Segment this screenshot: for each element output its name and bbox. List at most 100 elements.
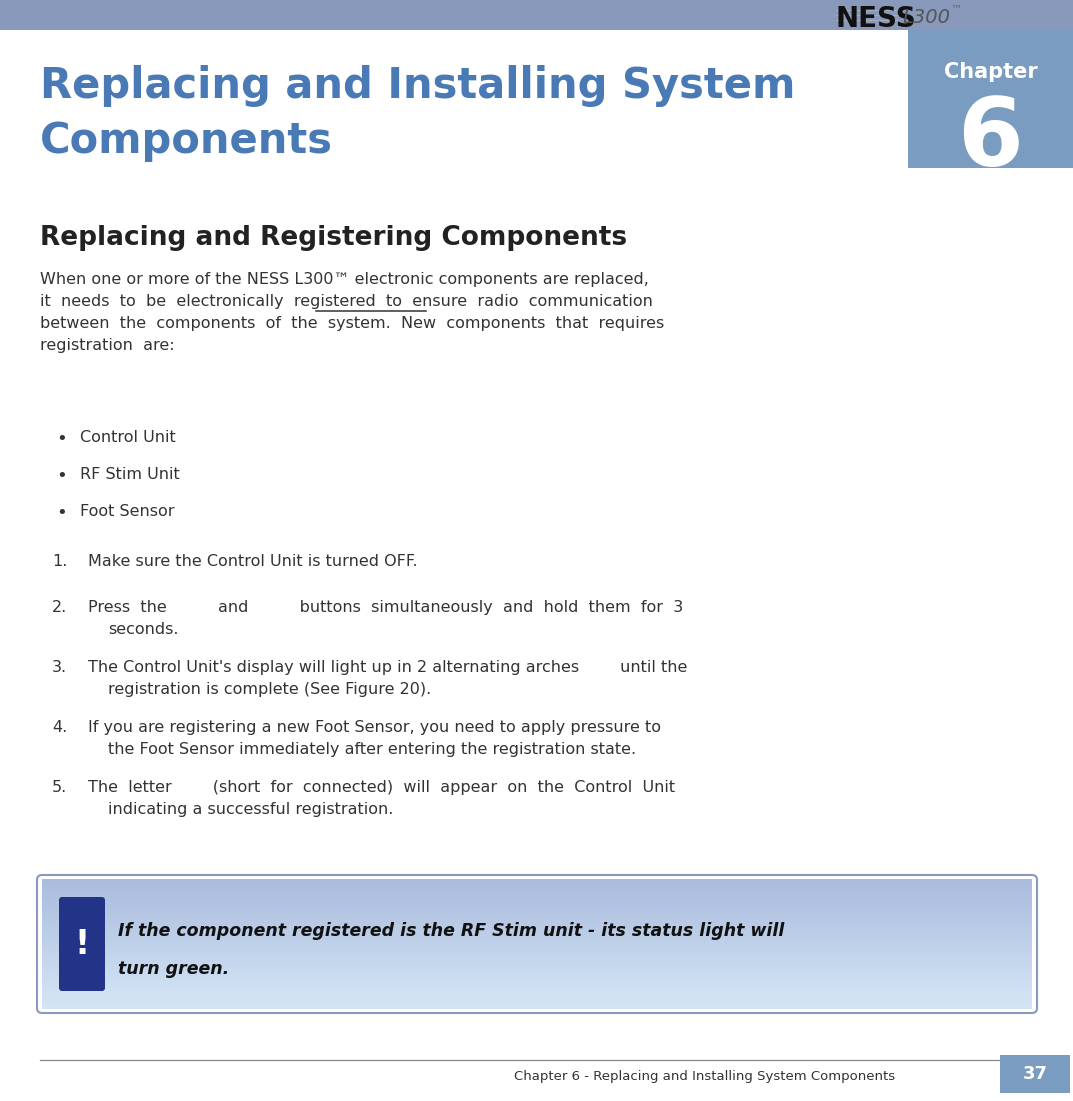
Bar: [42, 883, 1032, 887]
Bar: [42, 960, 1032, 964]
Bar: [908, 30, 1073, 168]
Bar: [42, 969, 1032, 972]
Text: it  needs  to  be  electronically  registered  to  ensure  radio  communication: it needs to be electronically registered…: [40, 294, 652, 309]
Text: 6: 6: [957, 94, 1024, 186]
Text: registration  are:: registration are:: [40, 338, 175, 353]
Bar: [42, 977, 1032, 981]
FancyBboxPatch shape: [59, 897, 105, 991]
Bar: [42, 887, 1032, 892]
Bar: [42, 967, 1032, 971]
Text: If you are registering a new Foot Sensor, you need to apply pressure to: If you are registering a new Foot Sensor…: [88, 720, 661, 735]
Bar: [42, 926, 1032, 930]
Bar: [42, 896, 1032, 901]
Bar: [42, 915, 1032, 919]
Bar: [42, 881, 1032, 885]
Bar: [42, 1005, 1032, 1009]
Bar: [42, 990, 1032, 994]
Bar: [42, 947, 1032, 951]
Text: indicating a successful registration.: indicating a successful registration.: [108, 802, 394, 817]
Text: Chapter 6 - Replacing and Installing System Components: Chapter 6 - Replacing and Installing Sys…: [514, 1070, 895, 1083]
Bar: [42, 988, 1032, 992]
Text: When one or more of the NESS L300™ electronic components are replaced,: When one or more of the NESS L300™ elect…: [40, 272, 649, 287]
Bar: [42, 935, 1032, 938]
Bar: [42, 975, 1032, 979]
Bar: [42, 907, 1032, 911]
Text: 1.: 1.: [52, 554, 68, 569]
Text: Chapter: Chapter: [943, 62, 1038, 81]
Bar: [42, 894, 1032, 898]
Bar: [42, 933, 1032, 937]
Bar: [42, 941, 1032, 945]
Text: Control Unit: Control Unit: [80, 430, 176, 445]
Bar: [42, 903, 1032, 906]
Bar: [42, 917, 1032, 922]
Bar: [42, 898, 1032, 903]
Text: Replacing and Registering Components: Replacing and Registering Components: [40, 225, 627, 251]
Bar: [42, 930, 1032, 935]
Text: Press  the          and          buttons  simultaneously  and  hold  them  for  : Press the and buttons simultaneously and…: [88, 600, 684, 615]
Bar: [42, 994, 1032, 999]
Bar: [42, 939, 1032, 942]
Bar: [1000, 1055, 1070, 1093]
Bar: [42, 992, 1032, 996]
Bar: [42, 937, 1032, 940]
Bar: [42, 890, 1032, 894]
Bar: [42, 979, 1032, 983]
Bar: [42, 908, 1032, 913]
Bar: [0, 0, 1073, 30]
Bar: [42, 953, 1032, 958]
Bar: [42, 999, 1032, 1003]
Text: seconds.: seconds.: [108, 622, 178, 637]
Bar: [42, 973, 1032, 977]
Bar: [42, 956, 1032, 960]
Text: RF Stim Unit: RF Stim Unit: [80, 467, 180, 482]
Bar: [42, 911, 1032, 915]
Text: The  letter        (short  for  connected)  will  appear  on  the  Control  Unit: The letter (short for connected) will ap…: [88, 780, 675, 795]
Bar: [42, 919, 1032, 924]
Bar: [42, 901, 1032, 904]
Bar: [42, 1003, 1032, 1007]
Bar: [42, 996, 1032, 1001]
Text: the Foot Sensor immediately after entering the registration state.: the Foot Sensor immediately after enteri…: [108, 742, 636, 757]
Bar: [42, 971, 1032, 974]
Bar: [42, 905, 1032, 908]
Bar: [42, 949, 1032, 953]
Text: between  the  components  of  the  system.  New  components  that  requires: between the components of the system. Ne…: [40, 316, 664, 331]
Bar: [42, 1001, 1032, 1005]
Bar: [42, 962, 1032, 967]
Bar: [42, 892, 1032, 896]
Bar: [42, 951, 1032, 956]
Bar: [42, 985, 1032, 990]
Text: ™: ™: [950, 6, 961, 15]
Text: !: !: [74, 927, 89, 960]
Text: turn green.: turn green.: [118, 960, 230, 978]
Text: 3.: 3.: [52, 659, 68, 675]
Text: 4.: 4.: [52, 720, 68, 735]
Text: 2.: 2.: [52, 600, 68, 615]
Text: 5.: 5.: [52, 780, 68, 795]
Text: •: •: [57, 430, 68, 448]
Bar: [42, 913, 1032, 917]
Bar: [42, 879, 1032, 883]
Text: •: •: [57, 504, 68, 522]
Text: •: •: [57, 467, 68, 486]
Bar: [42, 945, 1032, 949]
Text: Foot Sensor: Foot Sensor: [80, 504, 175, 519]
Bar: [42, 922, 1032, 926]
Text: Replacing and Installing System: Replacing and Installing System: [40, 65, 795, 107]
Text: L300: L300: [902, 8, 950, 28]
Bar: [42, 928, 1032, 933]
Bar: [42, 964, 1032, 969]
Bar: [42, 924, 1032, 928]
Text: The Control Unit's display will light up in 2 alternating arches        until th: The Control Unit's display will light up…: [88, 659, 688, 675]
Text: registration is complete (See Figure 20).: registration is complete (See Figure 20)…: [108, 682, 431, 697]
Bar: [42, 942, 1032, 947]
Text: NESS: NESS: [835, 6, 915, 33]
Bar: [42, 885, 1032, 890]
Text: Components: Components: [40, 120, 333, 162]
Bar: [42, 958, 1032, 962]
Bar: [42, 981, 1032, 985]
Bar: [42, 983, 1032, 988]
Text: 37: 37: [1023, 1065, 1047, 1083]
Text: If the component registered is the RF Stim unit - its status light will: If the component registered is the RF St…: [118, 922, 784, 940]
